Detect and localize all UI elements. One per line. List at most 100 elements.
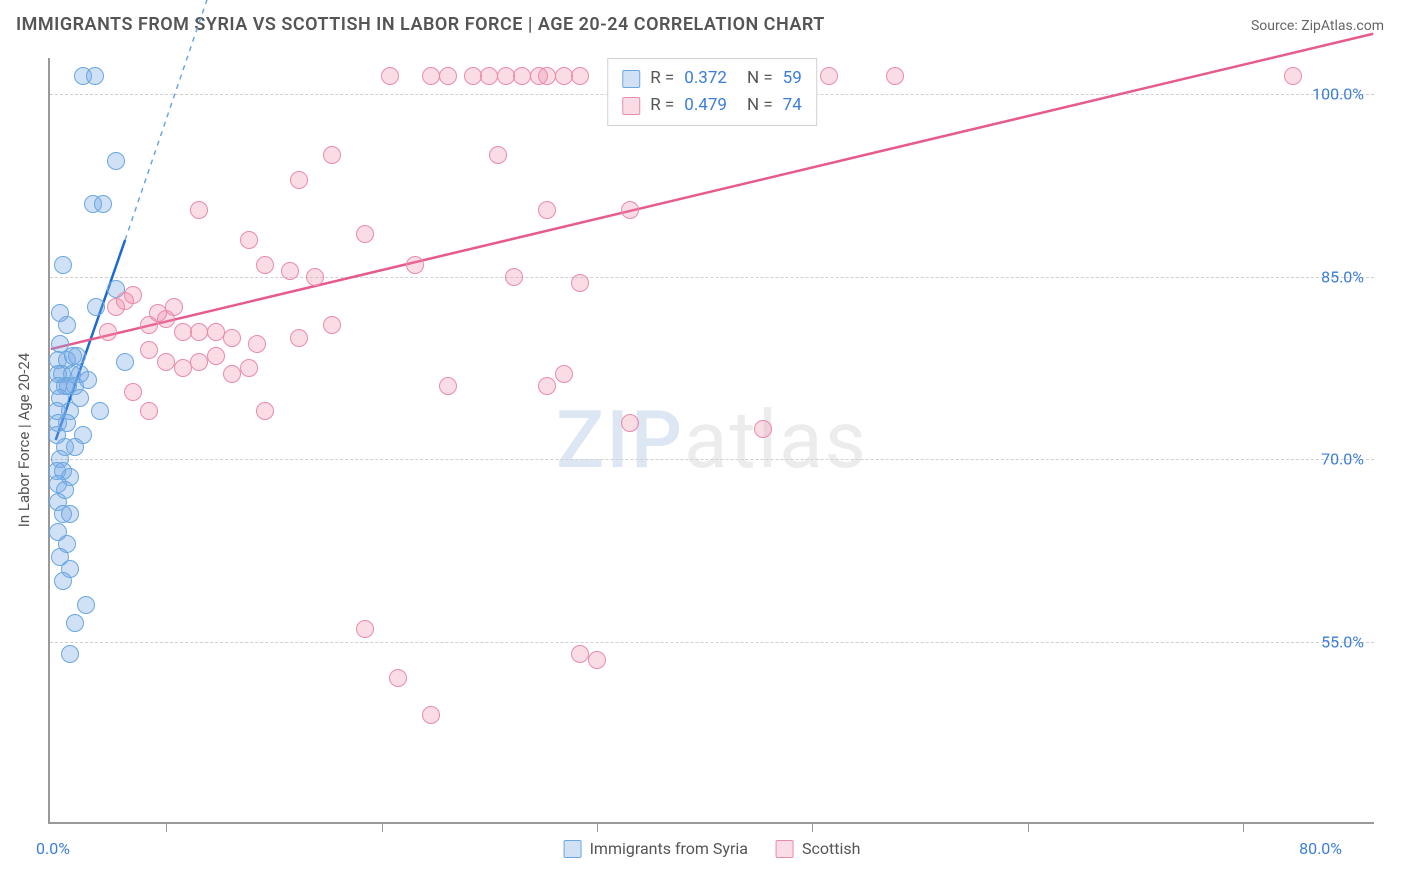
data-point: [79, 371, 97, 389]
data-point: [140, 402, 158, 420]
gridline: [50, 459, 1374, 460]
data-point: [174, 323, 192, 341]
stats-r-value-1: 0.479: [684, 92, 727, 119]
stats-row-1: R = 0.479 N = 74: [622, 92, 802, 119]
data-point: [157, 353, 175, 371]
data-point: [290, 329, 308, 347]
data-point: [223, 365, 241, 383]
data-point: [406, 256, 424, 274]
data-point: [68, 347, 86, 365]
data-point: [588, 651, 606, 669]
data-point: [240, 231, 258, 249]
gridline: [50, 277, 1374, 278]
data-point: [190, 353, 208, 371]
watermark: ZIPatlas: [556, 393, 868, 487]
data-point: [223, 329, 241, 347]
chart-title: IMMIGRANTS FROM SYRIA VS SCOTTISH IN LAB…: [16, 14, 825, 35]
stats-row-0: R = 0.372 N = 59: [622, 65, 802, 92]
data-point: [107, 152, 125, 170]
watermark-atlas: atlas: [684, 393, 868, 487]
data-point: [207, 323, 225, 341]
legend-label-1: Scottish: [802, 839, 860, 858]
x-tick: [166, 822, 167, 832]
data-point: [306, 268, 324, 286]
x-tick: [812, 822, 813, 832]
legend-swatch-0: [564, 840, 582, 858]
stats-swatch-0: [622, 70, 640, 88]
y-tick-label: 100.0%: [1312, 85, 1364, 104]
legend-label-0: Immigrants from Syria: [590, 839, 748, 858]
stats-n-label-1: N =: [747, 92, 773, 119]
data-point: [207, 347, 225, 365]
y-tick-label: 85.0%: [1321, 267, 1364, 286]
data-point: [480, 67, 498, 85]
stats-r-value-0: 0.372: [684, 65, 727, 92]
y-axis-label: In Labor Force | Age 20-24: [15, 353, 33, 527]
data-point: [489, 146, 507, 164]
data-point: [754, 420, 772, 438]
data-point: [190, 201, 208, 219]
data-point: [439, 377, 457, 395]
regression-lines: [50, 58, 1374, 822]
data-point: [505, 268, 523, 286]
data-point: [356, 225, 374, 243]
data-point: [61, 505, 79, 523]
stats-n-value-1: 74: [783, 92, 802, 119]
data-point: [77, 596, 95, 614]
data-point: [555, 365, 573, 383]
data-point: [58, 316, 76, 334]
data-point: [820, 67, 838, 85]
data-point: [422, 67, 440, 85]
stats-box: R = 0.372 N = 59 R = 0.479 N = 74: [607, 58, 817, 126]
data-point: [87, 298, 105, 316]
source-label: Source: ZipAtlas.com: [1251, 18, 1384, 34]
data-point: [323, 316, 341, 334]
data-point: [356, 620, 374, 638]
data-point: [381, 67, 399, 85]
data-point: [290, 171, 308, 189]
data-point: [281, 262, 299, 280]
x-axis-max-label: 80.0%: [1299, 839, 1342, 858]
watermark-zip: ZIP: [556, 393, 684, 487]
legend-item-1: Scottish: [776, 839, 860, 858]
data-point: [116, 353, 134, 371]
stats-r-label-0: R =: [650, 65, 674, 92]
x-axis-min-label: 0.0%: [36, 839, 70, 858]
x-tick: [382, 822, 383, 832]
data-point: [99, 323, 117, 341]
data-point: [54, 572, 72, 590]
data-point: [86, 67, 104, 85]
data-point: [886, 67, 904, 85]
data-point: [323, 146, 341, 164]
stats-n-label-0: N =: [747, 65, 773, 92]
data-point: [256, 402, 274, 420]
data-point: [538, 201, 556, 219]
x-tick: [597, 822, 598, 832]
data-point: [571, 67, 589, 85]
data-point: [621, 414, 639, 432]
data-point: [464, 67, 482, 85]
data-point: [240, 359, 258, 377]
stats-r-label-1: R =: [650, 92, 674, 119]
data-point: [140, 341, 158, 359]
data-point: [71, 389, 89, 407]
gridline: [50, 642, 1374, 643]
data-point: [513, 67, 531, 85]
data-point: [621, 201, 639, 219]
data-point: [248, 335, 266, 353]
data-point: [124, 286, 142, 304]
data-point: [422, 706, 440, 724]
data-point: [165, 298, 183, 316]
data-point: [54, 256, 72, 274]
legend-swatch-1: [776, 840, 794, 858]
stats-n-value-0: 59: [783, 65, 802, 92]
stats-swatch-1: [622, 97, 640, 115]
data-point: [66, 438, 84, 456]
y-tick-label: 55.0%: [1321, 632, 1364, 651]
y-tick-label: 70.0%: [1321, 450, 1364, 469]
data-point: [439, 67, 457, 85]
data-point: [389, 669, 407, 687]
data-point: [124, 383, 142, 401]
data-point: [91, 402, 109, 420]
x-tick: [1243, 822, 1244, 832]
